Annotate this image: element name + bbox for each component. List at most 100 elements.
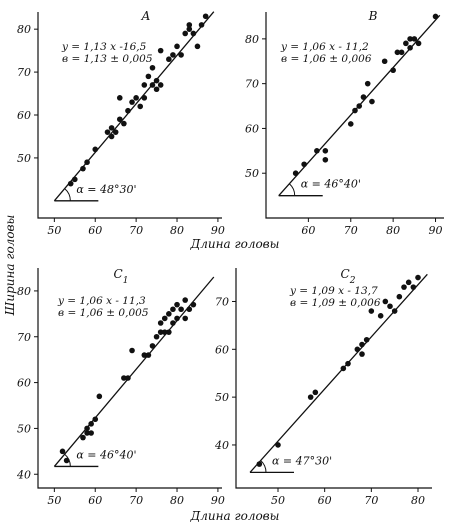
y-tick-label: 50 — [17, 152, 31, 165]
data-point — [125, 375, 131, 381]
angle-arc — [260, 460, 267, 473]
data-point — [369, 98, 375, 105]
y-tick-label: 70 — [17, 331, 31, 344]
data-point — [92, 146, 99, 153]
data-point — [301, 161, 307, 168]
data-point — [63, 457, 70, 464]
x-tick-label: 60 — [88, 494, 102, 507]
data-point — [121, 120, 127, 127]
panel-title: C2 — [341, 267, 356, 286]
data-point — [178, 306, 184, 313]
regression-line — [249, 273, 428, 473]
data-point — [394, 49, 401, 56]
x-axis-title-top: Длина головы — [190, 237, 280, 251]
data-point — [116, 116, 123, 123]
x-tick-label: 60 — [318, 494, 332, 507]
y-tick-label: 60 — [17, 377, 31, 390]
y-tick-label: 70 — [245, 78, 259, 91]
data-point — [157, 320, 164, 326]
panel-c2: 50 60 70 80 40 50 60 70 α = 47°30' C2y = 1,09 x -… — [214, 267, 432, 507]
data-point — [407, 36, 413, 42]
panel-title: C1 — [114, 267, 129, 286]
data-point — [125, 107, 131, 114]
data-point — [190, 301, 197, 308]
data-point — [149, 64, 156, 71]
data-point — [190, 30, 197, 37]
data-point — [364, 80, 371, 87]
data-point — [112, 129, 119, 135]
data-point — [377, 313, 384, 319]
panel-title: B — [368, 9, 378, 23]
x-tick-label: 70 — [129, 224, 143, 237]
regression-equation: y = 1,06 x - 11,2 — [280, 41, 369, 53]
data-point — [59, 448, 66, 455]
data-point — [72, 176, 78, 183]
data-point — [322, 156, 329, 163]
y-tick-label: 50 — [245, 167, 259, 180]
data-point — [415, 274, 421, 281]
x-tick-label: 80 — [411, 494, 425, 507]
panel-c1: 50 60 70 80 90 40 50 60 70 80 α = 46°40' C1 y = 1,06… — [16, 267, 225, 507]
data-point — [275, 442, 281, 448]
x-tick-label: 60 — [88, 224, 102, 237]
data-point — [314, 148, 320, 154]
panel-b: 60 70 80 90 50 60 70 80 α = 46°40' By = 1,06 x - … — [245, 9, 444, 237]
angle-label: α = 47°30' — [272, 454, 332, 467]
x-tick-label: 70 — [129, 494, 143, 507]
y-tick-label: 70 — [17, 66, 31, 79]
y-tick-label: 60 — [215, 343, 229, 356]
data-point — [141, 82, 148, 88]
data-point — [322, 148, 329, 154]
data-point — [194, 43, 201, 50]
data-point — [161, 315, 168, 322]
y-tick-label: 40 — [214, 439, 229, 452]
panel-title: A — [141, 9, 151, 23]
data-point — [141, 95, 148, 101]
data-point — [92, 416, 99, 423]
regression-equation: y = 1,06 x - 11,3 — [57, 295, 146, 307]
angle-arc — [64, 188, 71, 201]
data-point — [174, 315, 180, 322]
x-tick-label: 80 — [170, 224, 184, 237]
data-point — [145, 73, 152, 80]
y-tick-label: 80 — [17, 23, 31, 36]
data-point — [345, 360, 351, 367]
data-point — [368, 308, 375, 314]
data-point — [153, 77, 160, 84]
angle-label: α = 46°40' — [76, 448, 136, 461]
y-tick-label: 60 — [17, 109, 31, 122]
y-axis-title: Ширина головы — [3, 215, 17, 317]
data-point — [67, 180, 74, 187]
data-point — [108, 133, 115, 140]
x-tick-label: 70 — [344, 224, 358, 237]
y-tick-label: 80 — [245, 33, 259, 46]
data-point — [84, 430, 90, 436]
data-point — [166, 311, 172, 317]
x-tick-label: 60 — [301, 224, 315, 237]
data-point — [381, 58, 388, 65]
data-point — [178, 52, 184, 58]
data-point — [166, 329, 172, 335]
data-point — [354, 346, 361, 353]
data-point — [363, 336, 370, 343]
data-point — [104, 129, 111, 135]
data-point — [88, 430, 94, 436]
data-point — [387, 303, 393, 310]
data-point — [166, 56, 172, 63]
data-point — [153, 86, 160, 93]
data-point — [80, 165, 86, 172]
axis-lines — [235, 268, 432, 489]
regression-equation: y = 1,09 x - 13,7 — [289, 285, 378, 297]
data-point — [407, 45, 413, 51]
axis-lines — [37, 268, 222, 489]
data-point — [137, 103, 144, 110]
data-point — [174, 301, 180, 308]
data-point — [398, 49, 405, 56]
data-point — [161, 329, 168, 335]
data-point — [174, 43, 180, 50]
y-tick-label: 50 — [215, 391, 229, 404]
data-point — [149, 343, 156, 349]
data-point — [292, 170, 299, 177]
x-tick-label: 50 — [47, 494, 61, 507]
data-point — [182, 297, 188, 303]
